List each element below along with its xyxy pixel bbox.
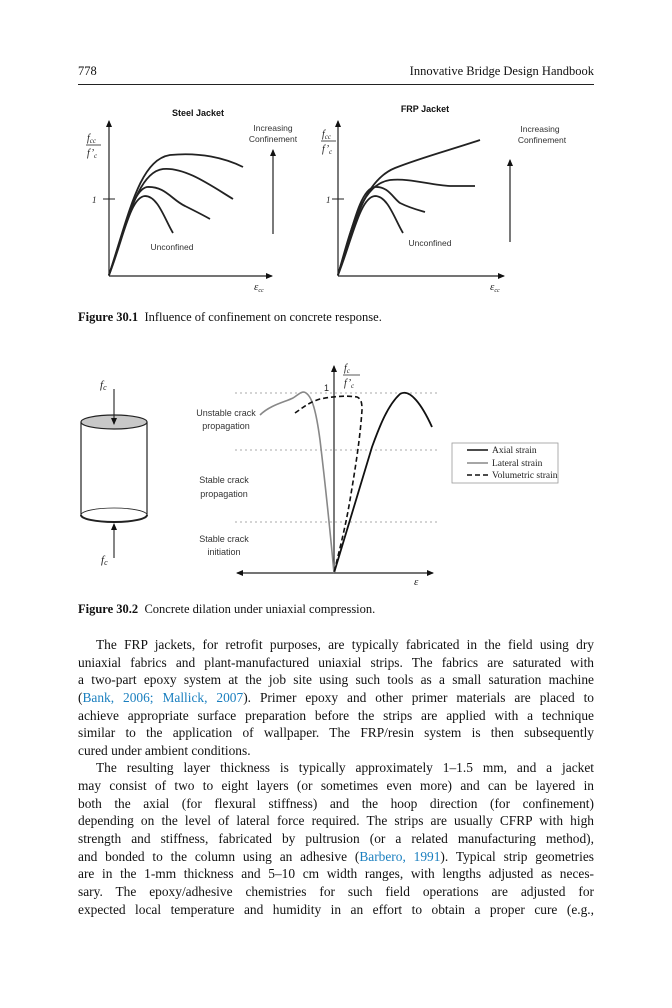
text-run: depending on the level of lateral force … — [78, 813, 594, 829]
text-run: strength and stiffness, fabricated by pu… — [78, 831, 594, 847]
text-line: expected local temperature and humidity … — [78, 901, 594, 919]
top-force-label: fc — [100, 379, 107, 392]
legend-lateral: Lateral strain — [492, 459, 543, 469]
curve-unconfined — [108, 195, 174, 276]
steel-jacket-title: Steel Jacket — [172, 108, 224, 118]
page-number: 778 — [78, 64, 97, 78]
text-line: similar to the application of wallpaper.… — [78, 724, 594, 742]
svg-text:Stable crack: Stable crack — [199, 534, 249, 544]
caption-text: Influence of confinement on concrete res… — [144, 310, 382, 324]
unconfined-label: Unconfined — [150, 242, 193, 252]
caption-text: Concrete dilation under uniaxial compres… — [144, 602, 376, 616]
text-run: ( — [78, 689, 83, 705]
text-run: both the axial (for flexural stiffness) … — [78, 795, 594, 811]
confinement-label: Confinement — [518, 135, 567, 145]
curve-confinement-medium — [337, 178, 475, 276]
confinement-label: Confinement — [249, 134, 298, 144]
volumetric-strain-curve — [294, 395, 363, 574]
body-text: The FRP jackets, for retrofit purposes, … — [78, 636, 594, 918]
bottom-force-label: fc — [101, 554, 108, 567]
svg-text:f’c: f’c — [322, 144, 333, 156]
figure2-axis-labels: fc f’c 1 ε — [324, 363, 419, 588]
increasing-label: Increasing — [253, 123, 292, 133]
legend: Axial strain Lateral strain Volumetric s… — [492, 446, 558, 481]
text-line: (Bank, 2006; Mallick, 2007). Primer epox… — [78, 689, 594, 707]
text-run: may consist of two to eight layers (or s… — [78, 778, 594, 794]
svg-text:fc: fc — [344, 363, 351, 375]
svg-text:fcc: fcc — [322, 129, 332, 141]
svg-text:f’c: f’c — [87, 148, 98, 160]
text-run: similar to the application of wallpaper.… — [78, 725, 594, 741]
text-run: a two-part epoxy system at the job site … — [78, 672, 594, 688]
text-line: and bonded to the column using an adhesi… — [78, 848, 594, 866]
svg-text:1: 1 — [326, 195, 331, 205]
legend-axial: Axial strain — [492, 446, 537, 456]
caption-label: Figure 30.2 — [78, 602, 139, 616]
text-line: sary. The epoxy/adhesive chemistries for… — [78, 883, 594, 901]
lateral-strain-curve — [259, 391, 335, 574]
text-line: both the axial (for flexural stiffness) … — [78, 795, 594, 813]
zone-labels: Unstable crack propagation Stable crack … — [196, 408, 256, 557]
figure2-caption: Figure 30.2 Concrete dilation under unia… — [78, 602, 375, 617]
text-line: strength and stiffness, fabricated by pu… — [78, 830, 594, 848]
text-line: cured under ambient conditions. — [78, 742, 594, 760]
text-run: achieve appropriate surface preparation … — [78, 707, 594, 723]
text-line: are in the 1-mm thickness and 5–10 cm wi… — [78, 865, 594, 883]
citation-link[interactable]: Bank, 2006; Mallick, 2007 — [82, 689, 244, 705]
legend-volumetric: Volumetric strain — [492, 471, 558, 481]
text-line: The FRP jackets, for retrofit purposes, … — [78, 636, 594, 654]
text-line: depending on the level of lateral force … — [78, 812, 594, 830]
axial-strain-curve — [333, 391, 433, 574]
text-run: uniaxial fabrics and plant-manufactured … — [78, 654, 594, 670]
text-line: may consist of two to eight layers (or s… — [78, 777, 594, 795]
figure2-cylinder — [80, 389, 148, 558]
figure1-right-labels: fcc f’c 1 εcc — [321, 129, 500, 294]
svg-text:Unstable crack: Unstable crack — [196, 408, 256, 418]
text-line: a two-part epoxy system at the job site … — [78, 671, 594, 689]
running-header: Innovative Bridge Design Handbook — [409, 64, 594, 78]
frp-jacket-title: FRP Jacket — [401, 104, 449, 114]
text-line: uniaxial fabrics and plant-manufactured … — [78, 654, 594, 672]
text-run: and bonded to the column using an adhesi… — [78, 848, 360, 864]
text-run: sary. The epoxy/adhesive chemistries for… — [78, 883, 594, 899]
text-line: The resulting layer thickness is typical… — [78, 759, 594, 777]
text-run: cured under ambient conditions. — [78, 742, 251, 758]
figure2-plot — [235, 365, 559, 576]
text-run: ). Typical strip geometries — [440, 848, 594, 864]
zone-gridlines — [235, 392, 437, 523]
text-run: The FRP jackets, for retrofit purposes, … — [96, 637, 594, 652]
svg-text:εcc: εcc — [254, 281, 264, 294]
svg-text:fcc: fcc — [87, 133, 97, 145]
increasing-label: Increasing — [520, 124, 559, 134]
curve-confinement-low — [337, 186, 426, 276]
figure1-frp-jacket-plot: FRP Jacket — [332, 104, 513, 279]
unconfined-label: Unconfined — [408, 238, 451, 248]
figure1-caption: Figure 30.1 Influence of confinement on … — [78, 310, 382, 325]
svg-text:1: 1 — [324, 383, 329, 393]
text-line: achieve appropriate surface preparation … — [78, 707, 594, 725]
svg-text:Stable crack: Stable crack — [199, 475, 249, 485]
citation-link[interactable]: Barbero, 1991 — [359, 848, 441, 864]
svg-text:f’c: f’c — [344, 378, 355, 390]
text-run: ). Primer epoxy and other primer materia… — [243, 689, 594, 705]
svg-text:ε: ε — [414, 576, 419, 588]
text-run: are in the 1-mm thickness and 5–10 cm wi… — [78, 866, 594, 882]
header-rule — [78, 84, 594, 85]
text-run: The resulting layer thickness is typical… — [96, 760, 594, 776]
curve-unconfined — [337, 195, 404, 276]
figure1-steel-jacket-plot: Steel Jacket — [103, 108, 276, 279]
text-run: expected local temperature and humidity … — [78, 901, 594, 917]
figure1-left-labels: fcc f’c 1 εcc — [86, 133, 264, 294]
svg-text:1: 1 — [92, 195, 97, 205]
svg-text:propagation: propagation — [202, 421, 250, 431]
svg-text:εcc: εcc — [490, 281, 500, 294]
svg-text:initiation: initiation — [207, 547, 240, 557]
svg-text:propagation: propagation — [200, 489, 248, 499]
caption-label: Figure 30.1 — [78, 310, 139, 324]
